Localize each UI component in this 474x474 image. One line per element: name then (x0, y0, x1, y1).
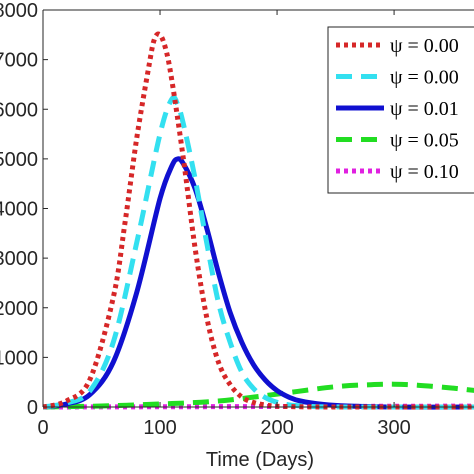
legend-label-5: ψ = 0.10 (390, 161, 459, 183)
y-tick-label: 2000 (0, 298, 38, 320)
x-axis-label: Time (Days) (206, 449, 314, 471)
legend-label-4: ψ = 0.05 (390, 130, 459, 152)
y-tick-label: 6000 (0, 99, 38, 121)
series-line-1 (43, 31, 474, 410)
series-line-3 (43, 156, 474, 410)
ticks-layer: 0100200300010002000300040005000600070008… (0, 0, 411, 439)
x-tick-label: 0 (37, 417, 48, 439)
series-line-4 (43, 381, 474, 410)
y-tick-label: 1000 (0, 347, 38, 369)
x-tick-label: 100 (143, 417, 176, 439)
legend: ψ = 0.00 ψ = 0.00 ψ = 0.01 ψ = 0.05 ψ = 0.10 (327, 26, 474, 194)
y-tick-label: 5000 (0, 149, 38, 171)
legend-label-2: ψ = 0.00 (390, 67, 459, 89)
y-tick-label: 7000 (0, 50, 38, 72)
y-tick-label: 4000 (0, 199, 38, 221)
x-tick-label: 200 (260, 417, 293, 439)
legend-label-1: ψ = 0.00 (390, 35, 459, 57)
x-tick-label: 300 (377, 417, 410, 439)
y-tick-label: 8000 (0, 0, 38, 22)
y-tick-label: 0 (27, 397, 38, 419)
legend-label-3: ψ = 0.01 (390, 98, 459, 120)
